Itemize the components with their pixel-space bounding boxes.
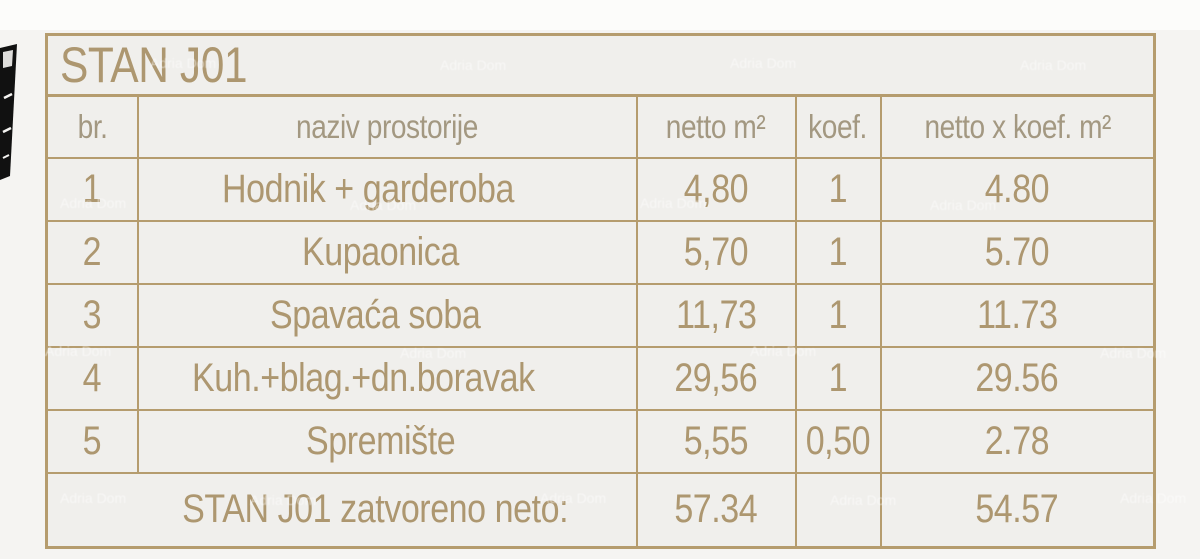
cell-koef: 1	[794, 219, 882, 285]
header-br: br.	[45, 94, 139, 159]
table-footer-row: STAN J01 zatvoreno neto: 57.34 54.57	[45, 471, 1156, 549]
table-header-row: br. naziv prostorije netto m² koef. nett…	[45, 94, 1156, 159]
table-row: 4 Kuh.+blag.+dn.boravak 29,56 1 29.56	[45, 345, 1156, 411]
cell-naziv: Hodnik + garderoba	[136, 156, 638, 222]
cell-naziv: Spavaća soba	[136, 282, 638, 348]
cell-koef: 1	[794, 345, 882, 411]
table-row: 5 Spremište 5,55 0,50 2.78	[45, 408, 1156, 474]
page-top-margin	[0, 0, 1200, 30]
table-row: 1 Hodnik + garderoba 4,80 1 4.80	[45, 156, 1156, 222]
header-koef: koef.	[794, 94, 882, 159]
cell-netto: 29,56	[635, 345, 797, 411]
cell-koef: 1	[794, 282, 882, 348]
cell-koef: 0,50	[794, 408, 882, 474]
table-title: STAN J01	[60, 37, 248, 93]
cell-br: 3	[45, 282, 139, 348]
cell-br: 4	[45, 345, 139, 411]
cell-koef: 1	[794, 156, 882, 222]
header-naziv-prostorije: naziv prostorije	[136, 94, 638, 159]
table-title-cell: STAN J01	[45, 33, 1156, 97]
footer-label-cell: STAN J01 zatvoreno neto:	[45, 471, 638, 549]
footer-netto-total-cell: 57.34	[635, 471, 797, 549]
cell-br: 5	[45, 408, 139, 474]
cell-netto: 5,55	[635, 408, 797, 474]
cell-naziv: Kupaonica	[136, 219, 638, 285]
cell-netto: 5,70	[635, 219, 797, 285]
footer-netto-koef-total-cell: 54.57	[879, 471, 1156, 549]
cell-netto: 4,80	[635, 156, 797, 222]
header-netto-x-koef-m2: netto x koef. m²	[879, 94, 1156, 159]
cell-netto-koef: 11.73	[879, 282, 1156, 348]
cell-naziv: Spremište	[136, 408, 638, 474]
cell-br: 2	[45, 219, 139, 285]
cell-netto: 11,73	[635, 282, 797, 348]
floorplan-wall-fragment-icon	[0, 44, 17, 180]
cell-netto-koef: 29.56	[879, 345, 1156, 411]
footer-koef-empty-cell	[794, 471, 882, 549]
table-row: 3 Spavaća soba 11,73 1 11.73	[45, 282, 1156, 348]
area-table: STAN J01 br. naziv prostorije netto m² k…	[45, 33, 1156, 549]
cell-netto-koef: 4.80	[879, 156, 1156, 222]
cell-netto-koef: 5.70	[879, 219, 1156, 285]
table-row: 2 Kupaonica 5,70 1 5.70	[45, 219, 1156, 285]
cell-netto-koef: 2.78	[879, 408, 1156, 474]
header-netto-m2: netto m²	[635, 94, 797, 159]
cell-br: 1	[45, 156, 139, 222]
cell-naziv: Kuh.+blag.+dn.boravak	[136, 345, 638, 411]
table-title-row: STAN J01	[45, 33, 1156, 97]
